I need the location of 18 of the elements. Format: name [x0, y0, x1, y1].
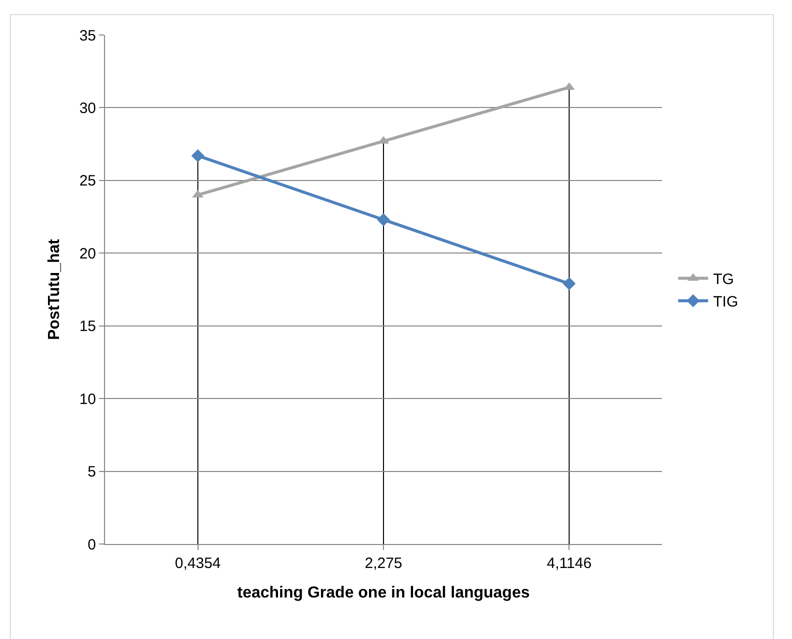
x-tick-label: 2,275	[364, 555, 402, 572]
legend-label: TG	[713, 271, 734, 288]
legend-label: TIG	[713, 294, 738, 311]
y-tick-label: 35	[79, 27, 96, 44]
point	[562, 277, 576, 290]
y-tick-label: 10	[79, 390, 96, 408]
y-tick-label: 20	[79, 245, 96, 262]
x-axis-title: teaching Grade one in local languages	[237, 584, 530, 602]
x-tick-label: 0,4354	[174, 555, 221, 572]
y-tick-label: 15	[79, 318, 96, 336]
y-tick-label: 30	[79, 100, 96, 117]
y-tick-label: 25	[79, 172, 96, 190]
y-tick-label: 5	[88, 464, 96, 481]
point	[377, 213, 390, 226]
y-tick-label: 0	[88, 536, 96, 554]
x-tick-label: 4,1146	[546, 555, 592, 572]
point	[191, 149, 204, 162]
y-axis-title: PostTutu_hat	[46, 238, 64, 340]
